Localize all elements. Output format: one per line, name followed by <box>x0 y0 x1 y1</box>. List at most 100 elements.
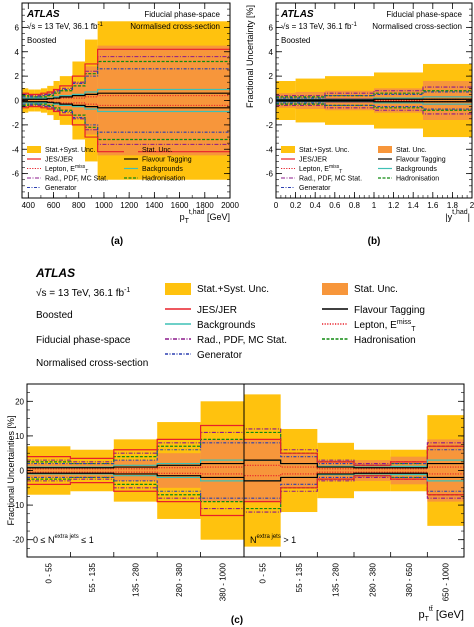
panel-b-ytick-label: -2 <box>266 121 274 130</box>
panel-c-legend-swatch-total <box>165 283 191 295</box>
panel-a-xtick-label: 600 <box>47 201 61 210</box>
panel-a-ytick-label: 2 <box>15 72 20 81</box>
panel-a-xlabel: pTt,had [GeV] <box>180 209 230 225</box>
panel-a-xtick-label: 2000 <box>221 201 239 210</box>
panel-c-xtick-label: 280 - 380 <box>368 562 377 596</box>
panel-a-phase-space: Fiducial phase-space <box>144 10 220 19</box>
panel-c-legend-label-flavour: Flavour Tagging <box>354 305 425 316</box>
panel-b-normalisation: Normalised cross-section <box>372 22 462 31</box>
panel-b-legend-label-hadronisation: Hadronisation <box>396 176 439 183</box>
panel-a-stat-band-4 <box>47 95 54 106</box>
panel-a-xtick-label: 1600 <box>171 201 189 210</box>
panel-c-xtick-label: 280 - 380 <box>175 562 184 596</box>
panel-a-backgrounds-line-down <box>22 102 230 113</box>
panel-c-stat-band-4 <box>200 439 244 502</box>
panel-b-energy-label: √s = 13 TeV, 36.1 fb-1 <box>281 22 357 31</box>
panel-b-ytick-label: 4 <box>269 48 274 57</box>
panel-b-stat-band-3 <box>374 88 423 113</box>
panel-c-phase-space: Fiducial phase-space <box>36 335 131 346</box>
panel-c-legend-label-rad: Rad., PDF, MC Stat. <box>197 335 287 346</box>
panel-c-legend-label-total: Stat.+Syst. Unc. <box>197 284 269 295</box>
panel-a-ytick-label: -4 <box>12 145 20 154</box>
panel-a-flavour-line-down <box>22 101 230 109</box>
panel-b-ytick-label: 2 <box>269 72 274 81</box>
panel-a-legend-label-rad: Rad., PDF, MC Stat. <box>45 176 108 183</box>
panel-a-generator-line-up <box>22 68 230 98</box>
panel-a-legend-label-generator: Generator <box>45 185 77 192</box>
panel-c-flavour-line-down <box>27 472 464 482</box>
panel-c-xtick-label: 0 - 55 <box>258 562 267 583</box>
panel-c-legend-swatch-stat <box>322 283 348 295</box>
panel-a-jes-line-up <box>22 48 230 96</box>
panel-a-legend-label-backgrounds: Backgrounds <box>142 166 183 173</box>
panel-c-ytick-label: 10 <box>15 432 24 441</box>
panel-c-stat-band-5 <box>244 439 281 502</box>
panel-a-energy-label: √s = 13 TeV, 36.1 fb-1 <box>27 22 103 31</box>
panel-a-stat-band-6 <box>59 90 73 111</box>
panel-c-lepton-line-up <box>27 464 464 470</box>
panel-a-xtick-label: 800 <box>72 201 86 210</box>
panel-b-atlas-label: ATLAS <box>280 9 314 20</box>
panel-c-xtick-label: 55 - 135 <box>88 562 97 592</box>
panel-a-region-label: Boosted <box>27 36 56 45</box>
panel-a-stat-band-5 <box>53 93 60 108</box>
panel-c-region1-label: 0 ≤ Nextra jets ≤ 1 <box>33 534 94 545</box>
panel-b-generator-line-down <box>276 102 472 110</box>
panel-b-backgrounds-line-up <box>276 96 472 100</box>
panel-a-hadronisation-line-down <box>22 103 230 141</box>
panel-c-stat-band-3 <box>157 453 201 488</box>
panel-c-ytick-label: -20 <box>12 536 24 545</box>
panel-b-xtick-label: 1.6 <box>427 201 439 210</box>
panel-b-chart: -6 -4 -2 0 2 4 6 0 0.2 0.4 0.6 0.8 1 1.2 1.4 1.6 1.8 2 ATL… <box>245 2 474 222</box>
panel-b-stat-band-1 <box>295 91 325 110</box>
panel-b-xtick-label: 0.2 <box>290 201 302 210</box>
panel-c-legend-label-backgrounds: Backgrounds <box>197 320 255 331</box>
panel-b-flavour-line-up <box>276 98 472 101</box>
panel-c-stat-band-7 <box>317 460 354 481</box>
panel-b-legend-label-rad: Rad., PDF, MC Stat. <box>299 176 362 183</box>
panel-a-legend-swatch-stat <box>124 146 138 153</box>
panel-a-ytick-label: 4 <box>15 48 20 57</box>
panel-a-flavour-line-up <box>22 92 230 100</box>
panel-c-atlas-label: ATLAS <box>35 266 75 280</box>
panel-c-jes-line-up <box>27 424 464 466</box>
panel-b-xtick-label: 1.8 <box>447 201 459 210</box>
panel-c-label: (c) <box>231 615 243 626</box>
panel-a-atlas-label: ATLAS <box>26 9 60 20</box>
panel-c-xtick-label: 135 - 280 <box>332 562 341 596</box>
panel-b-legend-label-flavour: Flavour Tagging <box>396 157 446 164</box>
panel-c-region2-label: Nextra jets > 1 <box>250 534 296 545</box>
panel-b-backgrounds-line-down <box>276 101 472 105</box>
panel-b-ytick-label: 0 <box>269 97 274 106</box>
panel-a-label: (a) <box>111 236 123 247</box>
panel-b-legend-label-lepton: Lepton, EmissT <box>299 164 342 175</box>
panel-c-stat-band-2 <box>113 460 158 481</box>
panel-a-ytick-label: -6 <box>12 170 20 179</box>
panel-a-legend-label-lepton: Lepton, EmissT <box>45 164 88 175</box>
panel-c-flavour-line-up <box>27 459 464 469</box>
panel-a-xtick-label: 1200 <box>120 201 138 210</box>
panel-c-xtick-label: 55 - 135 <box>295 562 304 592</box>
panel-a-legend-label-stat: Stat. Unc. <box>142 147 173 154</box>
panel-b-xtick-label: 2 <box>470 201 474 210</box>
panel-b-legend-label-generator: Generator <box>299 185 331 192</box>
panel-b-xtick-label: 0.8 <box>349 201 361 210</box>
panel-a-xtick-label: 1400 <box>145 201 163 210</box>
panel-c-normalisation: Normalised cross-section <box>36 358 148 369</box>
panel-c-legend-label-lepton: Lepton, EmissT <box>354 319 416 333</box>
panel-a-jes-line-down <box>22 105 230 153</box>
panel-a-ytick-label: -2 <box>12 121 20 130</box>
panel-b-rad-line-down <box>276 104 472 115</box>
panel-b-legend-swatch-stat <box>378 146 392 153</box>
panel-a-ytick-label: 6 <box>15 23 20 32</box>
panel-b-ytick-label: 6 <box>269 23 274 32</box>
panel-b-generator-line-up <box>276 91 472 99</box>
panel-a-stat-band-3 <box>40 96 48 105</box>
panel-b-legend-label-stat: Stat. Unc. <box>396 147 427 154</box>
panel-c-lepton-line-down <box>27 471 464 477</box>
panel-b-xtick-label: 0.4 <box>310 201 322 210</box>
panel-c-ytick-label: 0 <box>20 467 25 476</box>
panel-a-xtick-label: 1800 <box>196 201 214 210</box>
panel-a-generator-line-down <box>22 103 230 133</box>
panel-a-stat-band-8 <box>85 66 98 135</box>
